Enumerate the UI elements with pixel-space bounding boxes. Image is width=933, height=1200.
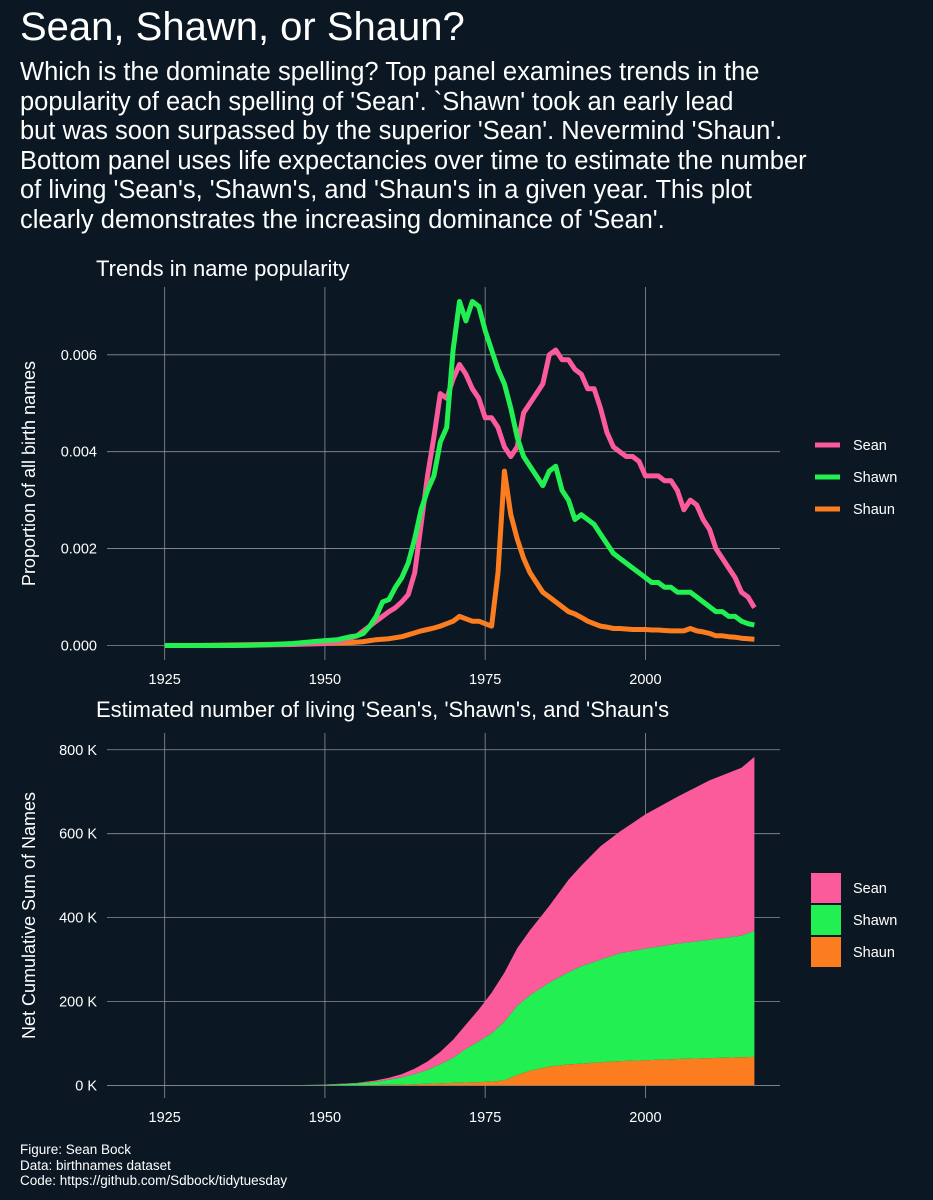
subtitle: Which is the dominate spelling? Top pane… [20, 58, 920, 235]
area-shaun [164, 1056, 755, 1086]
legend-swatch-shaun [811, 937, 841, 967]
legend-label-sean: Sean [853, 881, 887, 897]
legend-label-shaun: Shaun [853, 945, 895, 961]
popularity-title: Trends in name popularity [96, 256, 350, 281]
legend-label-shaun: Shaun [853, 502, 895, 518]
legend-label-shawn: Shawn [853, 470, 897, 486]
caption-data-source: Data: birthnames dataset [20, 1157, 171, 1173]
legend-label-sean: Sean [853, 438, 887, 454]
area-shawn [164, 931, 755, 1086]
popularity-legend: Sean Shawn Shaun [815, 438, 897, 518]
series-line-sean [164, 347, 757, 648]
subtitle-line: Which is the dominate spelling? Top pane… [20, 58, 760, 86]
popularity-x-tick-label: 1950 [309, 672, 341, 688]
subtitle-line: of living 'Sean's, 'Shawn's, and 'Shaun'… [20, 176, 752, 204]
legend-label-shawn: Shawn [853, 913, 897, 929]
popularity-y-tick-label: 0.002 [61, 542, 97, 558]
living-y-tick-label: 0 K [75, 1078, 97, 1094]
series-line-shaun [164, 468, 755, 648]
popularity-x-tick-label: 1925 [149, 672, 181, 688]
living-y-tick-label: 600 K [59, 827, 97, 843]
popularity-y-tick-label: 0.004 [61, 445, 97, 461]
living-y-tick-label: 200 K [59, 995, 97, 1011]
living-names-chart: 1925 1950 1975 2000 0 K 200 K 400 K 600 K 800 K E… [19, 697, 897, 1126]
caption: Figure: Sean Bock Data: birthnames datas… [20, 1142, 287, 1189]
popularity-y-tick-label: 0.000 [61, 638, 97, 654]
living-legend: Sean Shawn Shaun [811, 873, 897, 967]
living-y-tick-label: 800 K [59, 743, 97, 759]
living-x-tick-label: 1975 [469, 1110, 501, 1126]
popularity-y-axis-label: Proportion of all birth names [19, 361, 39, 586]
popularity-x-tick-label: 1975 [469, 672, 501, 688]
subtitle-line: clearly demonstrates the increasing domi… [20, 205, 665, 234]
popularity-x-tick-label: 2000 [629, 672, 661, 688]
caption-author: Figure: Sean Bock [20, 1142, 132, 1157]
subtitle-line: Bottom panel uses life expectancies over… [20, 146, 807, 175]
subtitle-line: popularity of each spelling of 'Sean'. `… [20, 87, 734, 116]
subtitle-line: but was soon surpassed by the superior '… [20, 117, 783, 145]
legend-swatch-shawn [811, 905, 841, 935]
caption-code-link: Code: https://github.com/Sdbock/tidytues… [20, 1173, 288, 1188]
living-title: Estimated number of living 'Sean's, 'Sha… [96, 697, 669, 722]
area-sean [164, 756, 755, 1086]
living-y-axis-label: Net Cumulative Sum of Names [19, 792, 39, 1039]
page-title: Sean, Shawn, or Shaun? [20, 5, 465, 49]
popularity-y-tick-label: 0.006 [61, 348, 97, 364]
series-line-shawn [164, 299, 755, 648]
living-x-tick-label: 1925 [149, 1110, 181, 1126]
popularity-chart: 1925 1950 1975 2000 0.000 0.002 0.004 0.006 Tren… [19, 256, 897, 688]
living-x-tick-label: 2000 [629, 1110, 661, 1126]
living-y-tick-label: 400 K [59, 911, 97, 927]
living-x-tick-label: 1950 [309, 1110, 341, 1126]
legend-swatch-sean [811, 873, 841, 903]
